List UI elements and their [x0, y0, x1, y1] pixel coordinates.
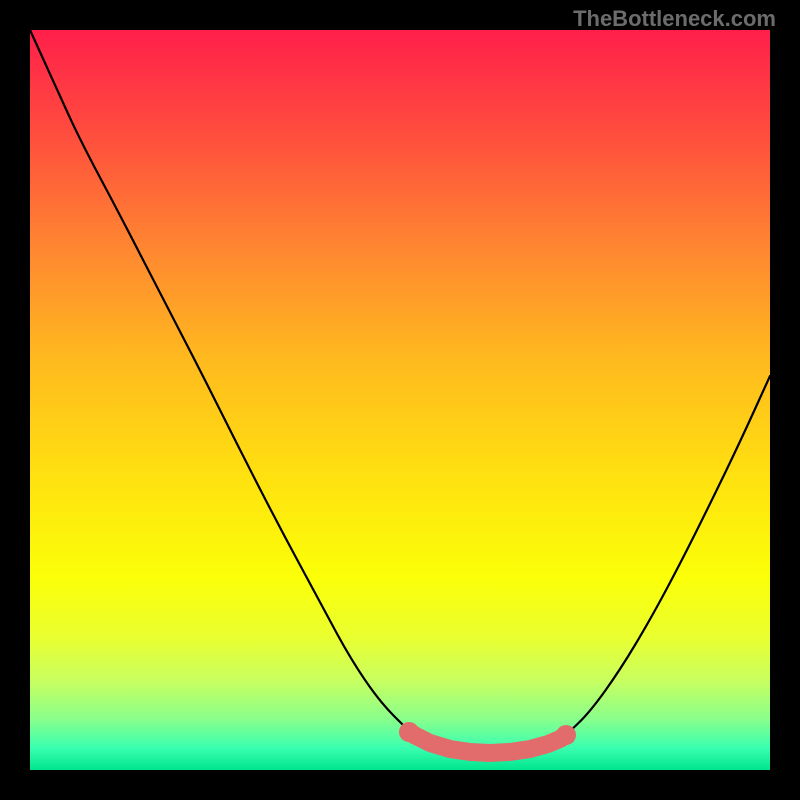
chart-frame: TheBottleneck.com — [0, 0, 800, 800]
curve-layer — [30, 30, 770, 770]
bottleneck-curve — [30, 30, 770, 754]
valley-end-dot — [556, 725, 576, 745]
valley-end-dot — [399, 722, 419, 742]
watermark-text: TheBottleneck.com — [573, 6, 776, 32]
plot-area — [30, 30, 770, 770]
valley-highlight-stroke — [409, 732, 566, 753]
